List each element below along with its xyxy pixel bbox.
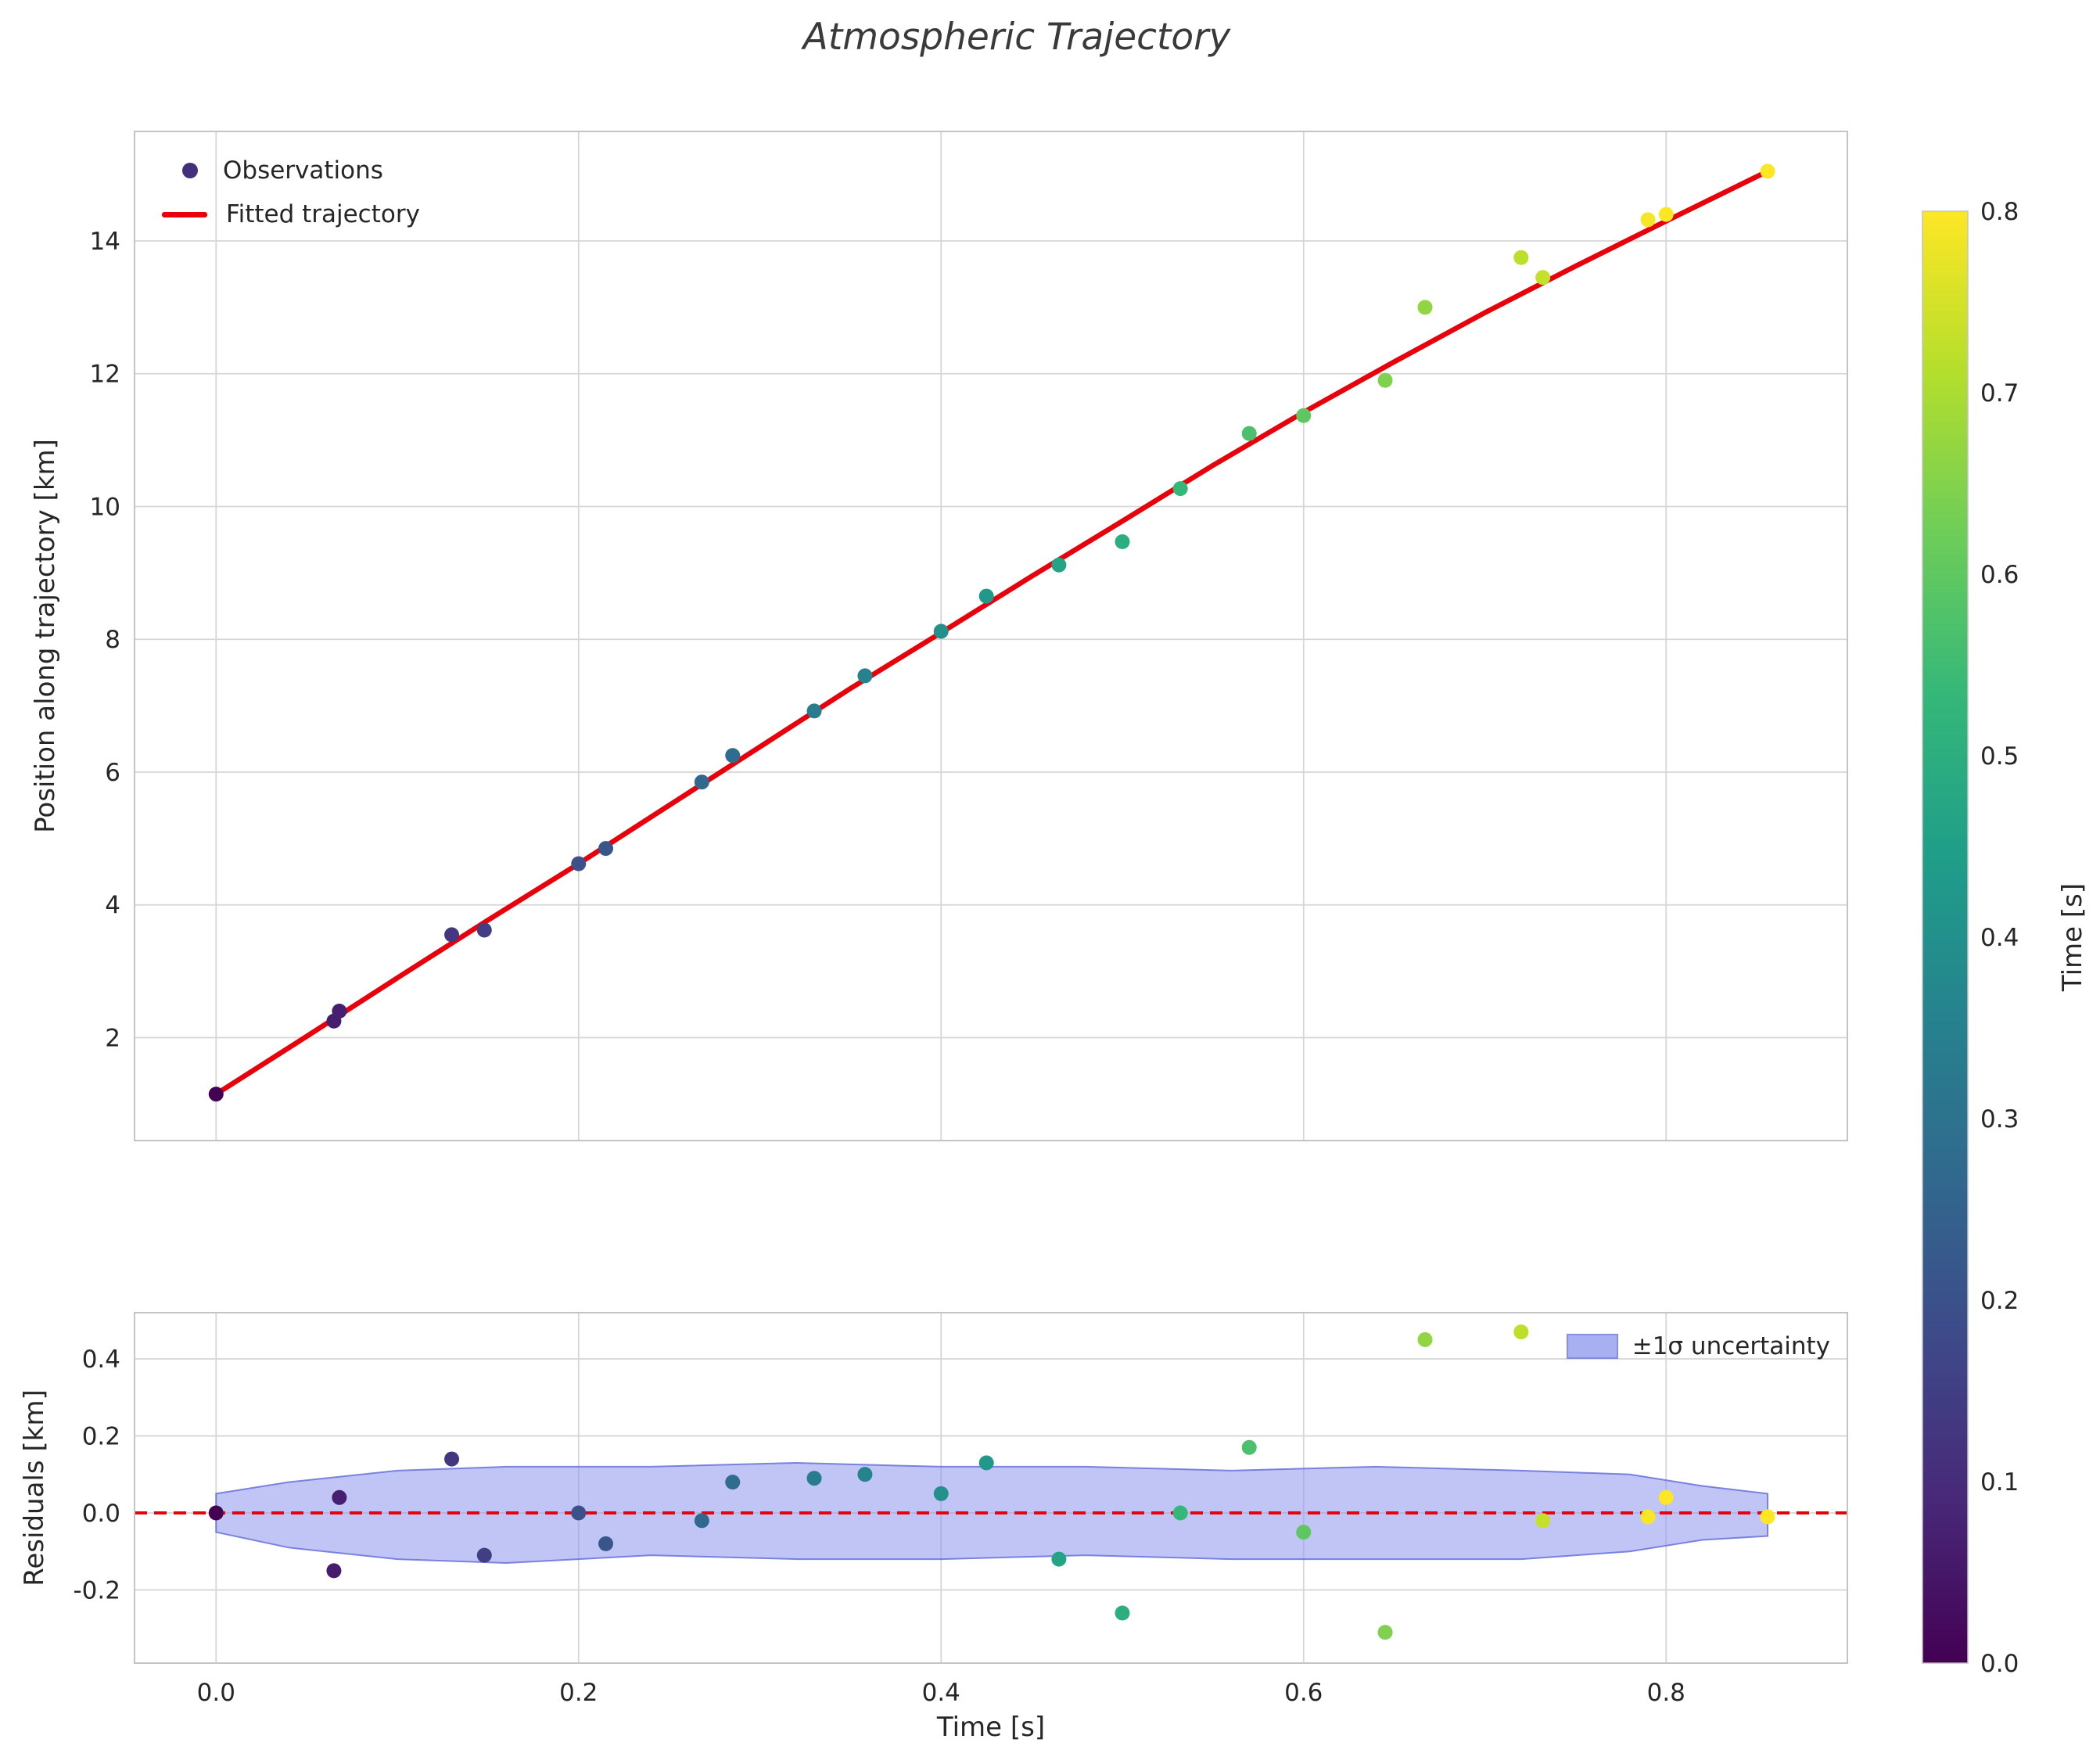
residual-point	[1377, 1625, 1393, 1640]
residual-y-tick-label: 0.2	[82, 1422, 120, 1450]
observation-point	[476, 922, 492, 938]
legend-label-observations: Observations	[223, 156, 383, 185]
colorbar-tick-label: 0.0	[1980, 1650, 2019, 1678]
residual-point	[933, 1486, 949, 1501]
residual-point	[476, 1547, 492, 1563]
observation-point	[1115, 534, 1130, 549]
colorbar-tick-label: 0.2	[1980, 1287, 2019, 1315]
observation-point	[857, 668, 873, 684]
residual-point	[694, 1513, 709, 1529]
observation-point	[1377, 372, 1393, 388]
residual-point	[1417, 1331, 1433, 1347]
residual-point	[857, 1467, 873, 1482]
x-tick-label: 0.0	[197, 1679, 235, 1707]
observation-point	[1513, 250, 1529, 265]
observation-point	[694, 774, 709, 790]
residual-point	[598, 1536, 614, 1551]
residual-legend: ±1σ uncertainty	[1566, 1332, 1830, 1360]
observation-point	[1296, 408, 1312, 423]
residual-point	[1640, 1509, 1656, 1525]
main-y-tick-label: 6	[105, 759, 120, 787]
observation-point	[1417, 300, 1433, 315]
observation-point	[1051, 557, 1067, 573]
figure-title: Atmospheric Trajectory	[802, 16, 1231, 59]
observation-point	[571, 856, 587, 871]
residual-point	[725, 1475, 741, 1490]
residual-point	[1296, 1525, 1312, 1540]
residual-point	[571, 1505, 587, 1521]
colorbar-label: Time [s]	[2057, 882, 2088, 992]
observation-point	[1640, 212, 1656, 228]
main-y-tick-label: 14	[90, 228, 120, 256]
observation-point	[978, 588, 994, 604]
colorbar	[1922, 210, 1969, 1664]
residual-point	[806, 1471, 822, 1486]
observation-point	[1241, 426, 1257, 441]
x-tick-label: 0.4	[922, 1679, 960, 1707]
observation-point	[598, 841, 614, 857]
main-axes-border	[134, 131, 1848, 1141]
residual-point	[1115, 1605, 1130, 1621]
colorbar-tick-label: 0.1	[1980, 1468, 2019, 1497]
colorbar-tick-label: 0.4	[1980, 924, 2019, 952]
residual-point	[444, 1451, 460, 1467]
colorbar-tick-label: 0.8	[1980, 198, 2019, 226]
main-legend: Observations Fitted trajectory	[162, 149, 420, 236]
x-tick-label: 0.8	[1647, 1679, 1685, 1707]
x-tick-label: 0.2	[559, 1679, 598, 1707]
residual-point	[208, 1505, 224, 1521]
colorbar-tick-label: 0.7	[1980, 379, 2019, 408]
observation-point	[332, 1004, 347, 1019]
residual-point	[326, 1563, 342, 1579]
observation-point	[725, 748, 741, 764]
observation-point	[1172, 481, 1188, 497]
x-axis-label: Time [s]	[936, 1712, 1046, 1743]
main-y-tick-label: 12	[90, 361, 120, 389]
observation-point	[1760, 163, 1775, 179]
colorbar-tick-label: 0.6	[1980, 561, 2019, 589]
legend-label-fitted-trajectory: Fitted trajectory	[226, 200, 420, 228]
residual-point	[1051, 1551, 1067, 1567]
observations-marker-icon	[182, 163, 198, 178]
residual-point	[1241, 1439, 1257, 1455]
residual-point	[1760, 1509, 1775, 1525]
main-y-tick-label: 10	[90, 493, 120, 521]
residual-y-tick-label: 0.0	[82, 1500, 120, 1528]
uncertainty-band-marker-icon	[1566, 1334, 1618, 1359]
residual-y-axis-label: Residuals [km]	[19, 1389, 50, 1586]
legend-label-uncertainty: ±1σ uncertainty	[1632, 1332, 1830, 1360]
observation-point	[933, 623, 949, 639]
residual-point	[978, 1455, 994, 1471]
residual-point	[1172, 1505, 1188, 1521]
legend-item-fitted-trajectory: Fitted trajectory	[162, 192, 420, 236]
colorbar-tick-label: 0.5	[1980, 742, 2019, 771]
residual-point	[332, 1489, 347, 1505]
main-y-tick-label: 2	[105, 1024, 120, 1052]
observation-point	[208, 1087, 224, 1102]
residual-y-tick-label: -0.2	[74, 1576, 121, 1604]
colorbar-tick-label: 0.3	[1980, 1105, 2019, 1134]
observation-point	[444, 927, 460, 943]
legend-item-observations: Observations	[162, 149, 420, 192]
residual-point	[1535, 1513, 1551, 1529]
residual-axes-border	[134, 1312, 1848, 1664]
observation-point	[806, 703, 822, 719]
fitted-line-marker-icon	[162, 211, 207, 217]
main-y-tick-label: 4	[105, 892, 120, 920]
main-y-tick-label: 8	[105, 626, 120, 654]
main-y-axis-label: Position along trajectory [km]	[30, 439, 61, 833]
fitted-trajectory-line	[214, 168, 1771, 1097]
residual-point	[1513, 1324, 1529, 1340]
x-tick-label: 0.6	[1284, 1679, 1323, 1707]
residual-y-tick-label: 0.4	[82, 1346, 120, 1374]
observation-point	[1658, 207, 1674, 222]
observation-point	[1535, 270, 1551, 286]
residual-point	[1658, 1489, 1674, 1505]
